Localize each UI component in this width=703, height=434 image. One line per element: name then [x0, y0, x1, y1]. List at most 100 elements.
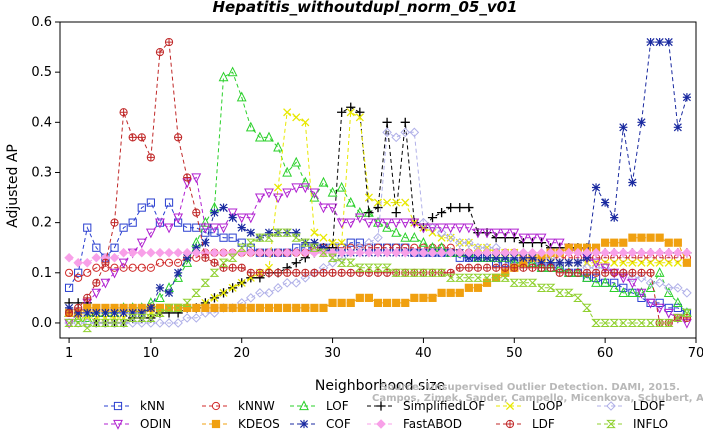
point-loop — [401, 198, 410, 207]
point-inflo — [627, 318, 638, 328]
point-fastabod — [409, 247, 420, 258]
series-line-lof — [68, 71, 688, 319]
point-fastabod — [445, 247, 456, 258]
point-odin — [391, 218, 402, 229]
point-ldof — [336, 252, 347, 263]
point-odin — [500, 228, 511, 239]
point-ldf — [192, 208, 201, 217]
point-ldf — [146, 153, 155, 162]
point-fastabod — [291, 247, 302, 258]
legend-entry-knn: kNN — [104, 399, 165, 413]
point-knn — [137, 203, 146, 212]
point-fastabod — [645, 247, 656, 258]
point-odin — [454, 223, 465, 234]
point-inflo — [482, 273, 492, 282]
point-lof — [218, 71, 229, 82]
point-cof — [582, 253, 592, 262]
point-cof — [292, 228, 301, 237]
point-odin — [136, 238, 147, 249]
point-fastabod — [600, 247, 610, 258]
point-inflo — [109, 318, 120, 328]
point-simplifiedlof — [373, 202, 383, 213]
point-fastabod — [509, 247, 520, 258]
point-kdeos — [619, 238, 628, 247]
point-ldf — [137, 133, 146, 142]
point-lof — [227, 66, 238, 77]
point-kdeos — [401, 298, 410, 307]
point-cof — [591, 183, 601, 192]
point-cof — [219, 203, 228, 212]
point-kdeos — [382, 298, 392, 307]
point-ldof — [445, 232, 456, 243]
point-odin — [209, 223, 220, 234]
point-ldof — [382, 127, 392, 138]
point-ldf — [310, 268, 319, 277]
legend-entry-inflo: INFLO — [597, 417, 668, 431]
legend-marker-loop — [505, 401, 515, 411]
point-kdeos — [682, 258, 692, 267]
point-knn — [355, 238, 364, 247]
point-odin — [318, 203, 329, 214]
x-tick-label: 70 — [688, 346, 703, 361]
point-lof — [663, 287, 674, 297]
point-kdeos — [610, 238, 619, 247]
point-loop — [619, 258, 628, 267]
point-ldf — [183, 173, 192, 182]
point-kdeos — [310, 303, 319, 313]
point-lof — [627, 287, 638, 297]
x-tick-label: 40 — [415, 346, 432, 361]
point-lof — [618, 287, 629, 297]
point-fastabod — [364, 247, 374, 258]
point-fastabod — [682, 247, 692, 258]
point-knn — [637, 293, 646, 302]
point-fastabod — [164, 247, 174, 258]
point-knn — [237, 238, 246, 247]
point-odin — [545, 238, 556, 249]
point-odin — [373, 218, 383, 229]
legend-entry-kdeos: KDEOS — [202, 417, 280, 431]
point-lof — [73, 312, 84, 323]
y-tick-label: 0.5 — [31, 65, 52, 80]
point-ldf — [519, 263, 528, 272]
point-cof — [228, 213, 237, 222]
point-loop — [437, 233, 446, 242]
point-fastabod — [527, 247, 538, 258]
point-inflo — [364, 263, 374, 272]
legend-marker-odin — [113, 419, 123, 430]
point-simplifiedlof — [437, 208, 447, 218]
point-odin — [118, 258, 129, 269]
point-fastabod — [355, 247, 365, 258]
point-cof — [555, 258, 564, 267]
point-kdeos — [319, 303, 328, 313]
point-fastabod — [500, 247, 511, 258]
point-fastabod — [436, 247, 447, 258]
point-ldof — [373, 232, 383, 243]
point-lof — [409, 231, 420, 242]
point-fastabod — [518, 247, 529, 258]
point-inflo — [418, 268, 429, 277]
point-ldof — [191, 313, 202, 323]
point-fastabod — [391, 247, 401, 258]
legend-label-lof: LOF — [326, 399, 349, 413]
point-fastabod — [336, 247, 347, 258]
point-cof — [673, 123, 682, 132]
point-fastabod — [91, 252, 102, 263]
legend-marker-simplifiedlof — [376, 401, 386, 411]
point-ldf — [582, 268, 592, 277]
point-ldf — [455, 263, 464, 272]
y-tick-label: 0.3 — [31, 165, 52, 180]
point-inflo — [573, 293, 583, 302]
point-ldof — [400, 127, 411, 138]
point-cof — [64, 303, 74, 313]
point-loop — [273, 183, 283, 192]
point-kdeos — [264, 303, 274, 313]
point-lof — [282, 166, 293, 177]
point-ldf — [292, 268, 301, 277]
point-ldf — [237, 263, 246, 272]
point-inflo — [318, 248, 329, 257]
point-ldof — [327, 257, 338, 268]
point-loop — [219, 288, 228, 297]
point-kdeos — [655, 233, 664, 242]
point-ldof — [309, 267, 320, 278]
point-inflo — [146, 313, 156, 323]
